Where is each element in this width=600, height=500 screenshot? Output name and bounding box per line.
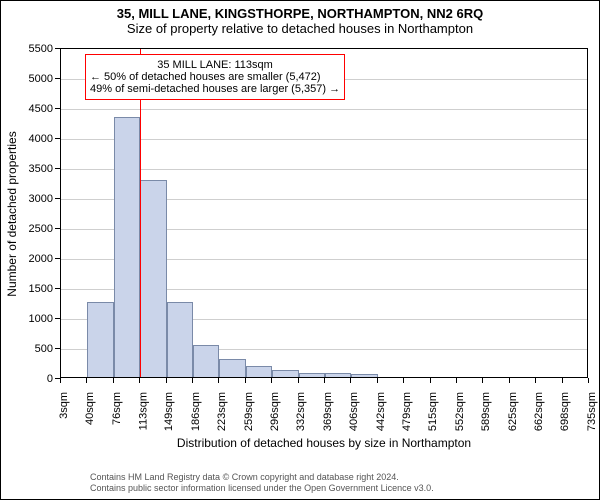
footer-line: Contains public sector information licen… (90, 483, 434, 494)
x-tick-label: 296sqm (269, 392, 281, 431)
y-tick-label: 3000 (29, 193, 53, 205)
x-tick-label: 589sqm (480, 392, 492, 431)
histogram-bar (193, 345, 219, 377)
x-tick-mark (482, 378, 483, 383)
y-tick-mark (55, 108, 60, 109)
x-tick-mark (377, 378, 378, 383)
x-tick-label: 332sqm (296, 392, 308, 431)
x-tick-mark (113, 378, 114, 383)
x-tick-label: 369sqm (322, 392, 334, 431)
y-tick-label: 500 (35, 343, 53, 355)
histogram-bar (167, 302, 193, 377)
x-tick-label: 40sqm (84, 392, 96, 425)
x-tick-mark (430, 378, 431, 383)
x-tick-mark (298, 378, 299, 383)
x-tick-mark (86, 378, 87, 383)
histogram-bar (272, 370, 298, 377)
histogram-bar (219, 359, 245, 377)
attribution-footer: Contains HM Land Registry data © Crown c… (90, 472, 434, 495)
y-tick-label: 1500 (29, 283, 53, 295)
y-tick-mark (55, 48, 60, 49)
y-tick-label: 5500 (29, 43, 53, 55)
info-line: ← 50% of detached houses are smaller (5,… (90, 71, 340, 83)
chart-container: { "title": "35, MILL LANE, KINGSTHORPE, … (0, 0, 600, 500)
x-tick-label: 442sqm (375, 392, 387, 431)
histogram-bar (114, 117, 140, 377)
x-tick-mark (535, 378, 536, 383)
x-tick-mark (166, 378, 167, 383)
chart-subtitle: Size of property relative to detached ho… (0, 21, 600, 36)
histogram-bar (299, 373, 325, 377)
y-tick-label: 2000 (29, 253, 53, 265)
y-tick-mark (55, 288, 60, 289)
x-tick-mark (456, 378, 457, 383)
y-tick-label: 3500 (29, 163, 53, 175)
x-tick-label: 698sqm (560, 392, 572, 431)
x-tick-mark (139, 378, 140, 383)
y-tick-label: 2500 (29, 223, 53, 235)
y-axis-label: Number of detached properties (5, 49, 19, 379)
x-tick-mark (350, 378, 351, 383)
info-line: 49% of semi-detached houses are larger (… (90, 83, 340, 95)
y-tick-mark (55, 138, 60, 139)
x-tick-label: 735sqm (586, 392, 598, 431)
x-tick-mark (218, 378, 219, 383)
y-tick-mark (55, 228, 60, 229)
x-tick-label: 552sqm (454, 392, 466, 431)
x-tick-label: 625sqm (507, 392, 519, 431)
x-tick-label: 113sqm (137, 392, 149, 430)
y-tick-label: 1000 (29, 313, 53, 325)
y-tick-mark (55, 198, 60, 199)
x-axis-label: Distribution of detached houses by size … (60, 436, 588, 450)
y-tick-mark (55, 78, 60, 79)
x-tick-label: 406sqm (348, 392, 360, 431)
histogram-bar (351, 374, 377, 377)
x-tick-mark (509, 378, 510, 383)
x-tick-label: 186sqm (190, 392, 202, 431)
y-tick-label: 4500 (29, 103, 53, 115)
x-tick-label: 479sqm (401, 392, 413, 431)
histogram-bar (246, 366, 272, 377)
chart-title: 35, MILL LANE, KINGSTHORPE, NORTHAMPTON,… (0, 0, 600, 21)
y-tick-mark (55, 348, 60, 349)
x-tick-mark (324, 378, 325, 383)
x-tick-label: 223sqm (216, 392, 228, 431)
property-info-box: 35 MILL LANE: 113sqm← 50% of detached ho… (85, 54, 345, 100)
y-tick-label: 5000 (29, 73, 53, 85)
x-tick-label: 515sqm (428, 392, 440, 431)
footer-line: Contains HM Land Registry data © Crown c… (90, 472, 434, 483)
y-tick-label: 4000 (29, 133, 53, 145)
x-tick-mark (588, 378, 589, 383)
histogram-bar (140, 180, 166, 377)
histogram-bar (325, 373, 351, 377)
y-tick-mark (55, 168, 60, 169)
x-tick-mark (271, 378, 272, 383)
x-tick-mark (245, 378, 246, 383)
x-tick-label: 3sqm (58, 392, 70, 419)
y-tick-label: 0 (47, 373, 53, 385)
x-tick-mark (562, 378, 563, 383)
x-tick-label: 259sqm (243, 392, 255, 431)
x-tick-mark (60, 378, 61, 383)
histogram-bar (87, 302, 113, 377)
info-line: 35 MILL LANE: 113sqm (90, 59, 340, 71)
y-tick-mark (55, 318, 60, 319)
x-tick-mark (192, 378, 193, 383)
y-tick-mark (55, 258, 60, 259)
x-tick-label: 149sqm (164, 392, 176, 431)
x-tick-label: 662sqm (533, 392, 545, 431)
x-tick-mark (403, 378, 404, 383)
x-tick-label: 76sqm (111, 392, 123, 425)
